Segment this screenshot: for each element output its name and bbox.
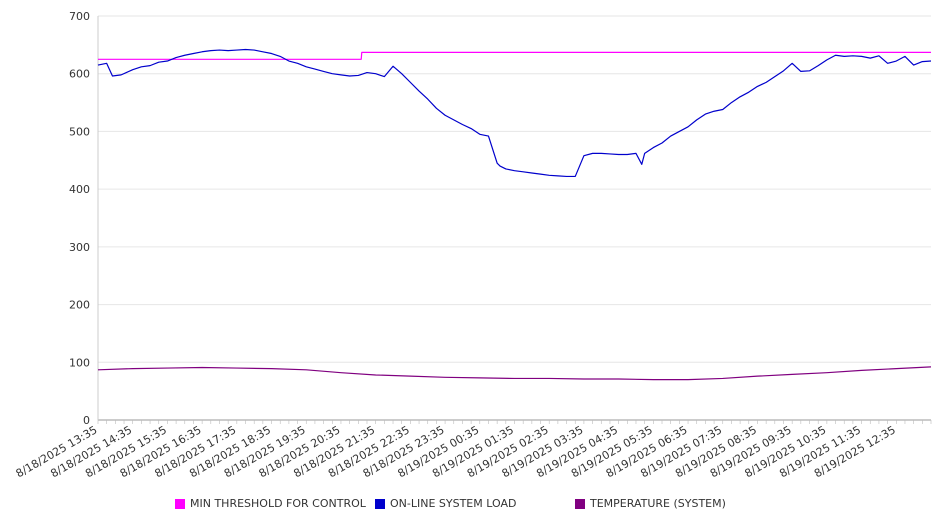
y-tick-label: 300: [69, 241, 90, 254]
y-tick-labels: 0 100 200 300 400 500 600 700: [69, 10, 90, 427]
axes: [97, 16, 932, 424]
y-tick-label: 100: [69, 356, 90, 369]
legend-label-temperature: TEMPERATURE (SYSTEM): [590, 497, 726, 510]
legend-item-system-load: ON-LINE SYSTEM LOAD: [375, 497, 516, 510]
legend: MIN THRESHOLD FOR CONTROL ON-LINE SYSTEM…: [0, 497, 946, 515]
legend-label-system-load: ON-LINE SYSTEM LOAD: [390, 497, 517, 510]
series-lines: [97, 48, 932, 381]
y-tick-label: 400: [69, 183, 90, 196]
legend-item-temperature: TEMPERATURE (SYSTEM): [575, 497, 726, 510]
grid-lines: [98, 15, 931, 363]
y-tick-label: 600: [69, 68, 90, 81]
y-tick-label: 500: [69, 125, 90, 138]
legend-swatch-system-load: [375, 498, 385, 509]
x-tick-labels: 8/18/2025 13:358/18/2025 14:358/18/2025 …: [14, 423, 898, 480]
y-tick-label: 700: [69, 10, 90, 23]
legend-swatch-min-threshold: [175, 498, 185, 509]
legend-swatch-temperature: [575, 498, 585, 509]
legend-item-min-threshold: MIN THRESHOLD FOR CONTROL: [175, 497, 366, 510]
legend-label-min-threshold: MIN THRESHOLD FOR CONTROL: [190, 497, 366, 510]
y-tick-label: 0: [83, 414, 90, 427]
series-line-temperature: [97, 366, 932, 381]
y-tick-label: 200: [69, 299, 90, 312]
series-line-system-load: [97, 48, 932, 178]
series-line-min-threshold: [98, 51, 931, 60]
